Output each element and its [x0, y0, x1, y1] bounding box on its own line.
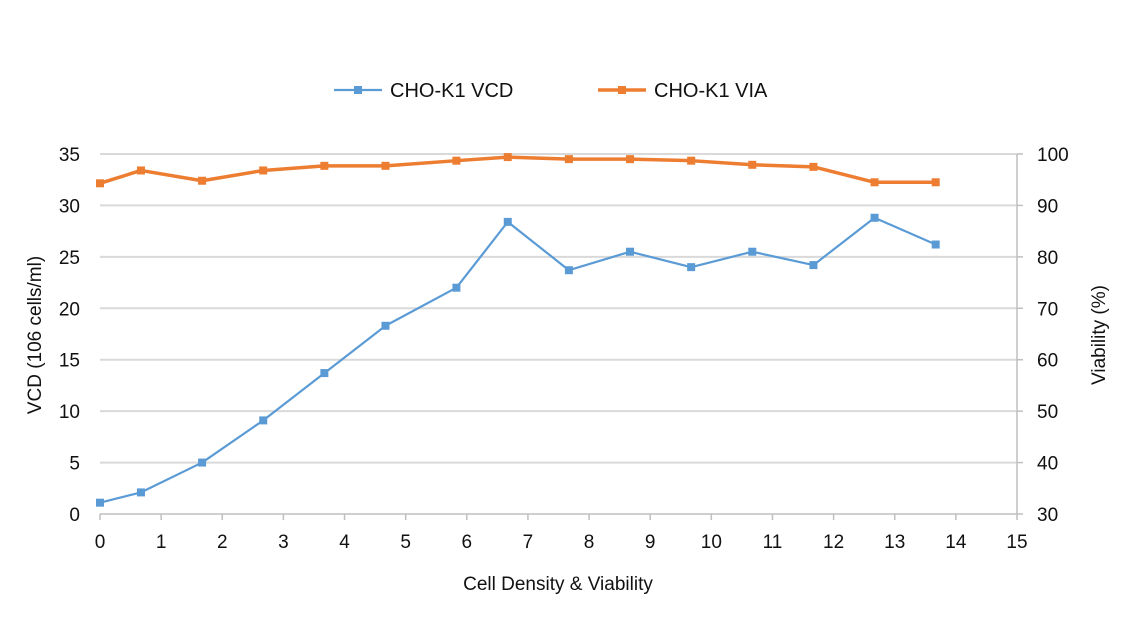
x-tick-label: 5 [400, 532, 411, 553]
series [96, 153, 940, 507]
y-tick-label-right: 70 [1037, 299, 1058, 320]
data-point-2 [452, 156, 461, 165]
y-tick-label-right: 60 [1037, 351, 1058, 372]
y-tick-label-right: 40 [1037, 454, 1058, 475]
x-tick-label: 7 [523, 532, 534, 553]
data-point-2 [687, 156, 696, 165]
grid [100, 153, 1017, 464]
data-point-1 [198, 458, 207, 467]
y-tick-label-left: 20 [59, 299, 80, 320]
x-tick-label: 1 [156, 532, 167, 553]
data-point-1 [748, 247, 757, 256]
y-tick-label-left: 35 [59, 145, 80, 166]
data-point-1 [564, 266, 573, 275]
x-tick-label: 6 [462, 532, 473, 553]
y-tick-label-left: 0 [69, 505, 80, 526]
data-point-2 [320, 161, 329, 170]
legend-marker-2 [618, 86, 626, 94]
x-tick-label: 11 [763, 532, 783, 553]
data-point-1 [626, 247, 635, 256]
y-axis-title-right: Viability (%) [1089, 285, 1110, 385]
x-tick-label: 10 [701, 532, 722, 553]
data-point-1 [320, 369, 329, 378]
data-point-1 [687, 263, 696, 272]
y-tick-label-left: 30 [59, 196, 80, 217]
y-tick-label-left: 10 [59, 402, 80, 423]
x-tick-label: 3 [278, 532, 289, 553]
data-point-2 [809, 162, 818, 171]
x-tick-label: 2 [217, 532, 228, 553]
data-point-2 [136, 166, 145, 175]
x-tick-label: 13 [884, 532, 905, 553]
data-point-1 [96, 498, 104, 507]
x-axis-title: Cell Density & Viability [463, 574, 653, 595]
y-tick-label-right: 80 [1037, 248, 1058, 269]
y-tick-label-left: 5 [69, 454, 80, 475]
x-tick-label: 8 [584, 532, 595, 553]
data-point-2 [503, 153, 512, 162]
data-point-2 [259, 166, 268, 175]
data-point-2 [198, 176, 207, 185]
y-tick-label-right: 50 [1037, 402, 1058, 423]
x-tick-label: 4 [339, 532, 350, 553]
data-point-2 [96, 179, 104, 188]
data-point-2 [381, 161, 390, 170]
data-point-1 [503, 217, 512, 226]
axes: 0 1 2 3 4 5 6 7 8 9 10 11 12 13 14 15051015202530353040… [59, 145, 1069, 553]
y-tick-label-left: 25 [59, 248, 80, 269]
y-tick-label-right: 100 [1037, 145, 1069, 166]
data-point-2 [931, 178, 940, 187]
x-tick-label: 12 [823, 532, 844, 553]
data-point-2 [626, 155, 635, 164]
y-axis-title-left: VCD (106 cells/ml) [25, 256, 46, 414]
legend-marker-1 [354, 86, 362, 94]
data-point-1 [809, 261, 818, 270]
x-tick-label: 9 [645, 532, 656, 553]
y-tick-label-right: 30 [1037, 505, 1058, 526]
data-point-1 [259, 416, 268, 425]
data-point-1 [931, 240, 940, 249]
data-point-2 [564, 155, 573, 164]
legend-label-1: CHO-K1 VCD [390, 80, 513, 102]
legend-label-2: CHO-K1 VIA [654, 80, 768, 102]
data-point-1 [452, 283, 461, 292]
data-point-2 [748, 160, 757, 169]
data-point-1 [381, 321, 390, 330]
data-point-1 [870, 213, 879, 222]
data-point-1 [136, 488, 145, 497]
x-tick-label: 15 [1006, 532, 1027, 553]
data-point-2 [870, 178, 879, 187]
y-tick-label-left: 15 [59, 351, 80, 372]
y-tick-label-right: 90 [1037, 196, 1058, 217]
x-tick-label: 0 [95, 532, 106, 553]
legend: CHO-K1 VCD CHO-K1 VIA [334, 80, 768, 102]
x-tick-label: 14 [945, 532, 967, 553]
